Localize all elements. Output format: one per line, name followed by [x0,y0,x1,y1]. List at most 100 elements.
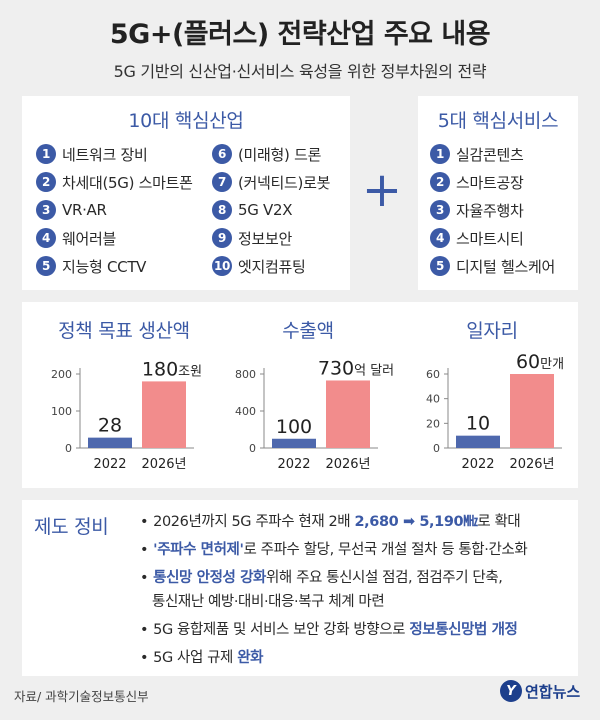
chart-title-export: 수출액 [282,320,334,342]
source-note: 자료/ 과학기술정보통신부 [14,689,149,704]
bar-2022 [88,437,132,448]
number-badge-icon: 2 [36,172,56,192]
service-label: 자율주행차 [456,201,524,220]
x-category-label: 2022 [277,457,310,472]
number-badge-icon: 1 [430,144,450,164]
industry-label: 네트워크 장비 [62,145,148,164]
bar-value-number: 100 [276,416,312,438]
policy-highlight: 통신망 안정성 강화 [153,570,266,586]
industry-label: 정보보안 [238,229,293,248]
policy-text: 통신재난 예방·대비·대응·복구 체계 마련 [152,594,385,610]
industry-label: 웨어러블 [62,229,117,248]
y-tick-label: 200 [51,368,72,381]
services-heading: 5대 핵심서비스 [437,110,559,132]
service-item: 1 실감콘텐츠 [430,142,524,166]
number-badge-icon: 1 [36,144,56,164]
industry-label: 차세대(5G) 스마트폰 [62,173,193,192]
number-badge-icon: 10 [212,256,232,276]
bullet-icon: • [140,570,149,586]
bar-value-number: 28 [98,415,122,437]
bar-2026년 [142,381,186,448]
plus-icon: + [361,162,403,218]
y-tick-label: 800 [235,368,256,381]
service-item: 2 스마트공장 [430,170,524,194]
industry-label: 엣지컴퓨팅 [238,257,306,276]
industry-item: 10 엣지컴퓨팅 [212,254,306,278]
y-tick-label: 20 [426,417,440,430]
bar-value-label: 10 [466,413,490,435]
y-tick-label: 40 [426,393,440,406]
bullet-icon: • [140,622,149,638]
policy-box: 제도 정비 • 2026년까지 5G 주파수 현재 2배 2,680 ➡ 5,19… [22,500,578,676]
number-badge-icon: 4 [36,228,56,248]
policy-text: 로 주파수 할당, 무선국 개설 절차 등 통합·간소화 [243,542,528,558]
policy-highlight: 2,680 ➡ 5,190㎒ [354,514,478,530]
industry-item: 4 웨어러블 [36,226,116,250]
bar-value-label: 730억 달러 [318,357,394,379]
policy-highlight: 완화 [237,650,264,666]
bar-value-label: 180조원 [142,358,202,380]
industry-item: 5 지능형 CCTV [36,254,146,278]
bar-value-unit: 억 달러 [354,363,394,378]
x-category-label: 2022 [461,457,494,472]
industry-label: VR·AR [62,201,107,219]
policy-text: 5G 융합제품 및 서비스 보안 강화 방향으로 [153,622,410,638]
bar-value-number: 60 [516,351,540,373]
industry-label: (커넥티드)로봇 [238,173,331,192]
industry-item: 6 (미래형) 드론 [212,142,321,166]
policy-item: • 5G 사업 규제 완화 [140,646,264,667]
policy-item: • 5G 융합제품 및 서비스 보안 강화 방향으로 정보통신망법 개정 [140,618,518,639]
industry-label: (미래형) 드론 [238,145,322,164]
service-label: 스마트시티 [456,229,524,248]
bar-2022 [456,435,500,448]
yonhap-logo-icon: Y [500,680,522,702]
number-badge-icon: 9 [212,228,232,248]
industry-label: 지능형 CCTV [62,257,147,276]
number-badge-icon: 6 [212,144,232,164]
y-tick-label: 60 [426,368,440,381]
industries-box: 10대 핵심산업 1 네트워크 장비 2 차세대(5G) 스마트폰 3 VR·AR 4 웨어러… [22,96,350,290]
bar-value-unit: 조원 [178,364,202,379]
industries-heading: 10대 핵심산업 [128,110,244,132]
y-tick-label: 400 [235,405,256,418]
number-badge-icon: 3 [430,200,450,220]
bar-value-label: 100 [276,416,312,438]
bar-value-number: 180 [142,358,178,380]
policy-item: • '주파수 면허제'로 주파수 할당, 무선국 개설 절차 등 통합·간소화 [140,538,528,559]
yonhap-logo: Y 연합뉴스 [500,680,580,702]
y-tick-label: 100 [51,405,72,418]
bar-value-label: 28 [98,415,122,437]
bullet-icon: • [140,650,149,666]
bar-charts: 200 100 0 28 2022 180조원 2026년 800 400 0 100 2022 730… [51,351,564,472]
policy-item: • 2026년까지 5G 주파수 현재 2배 2,680 ➡ 5,190㎒로 확대 [140,510,521,531]
policy-highlight: 정보통신망법 개정 [409,622,518,638]
bullet-icon: • [140,542,149,558]
policy-text: 5G 사업 규제 [153,650,238,666]
services-box: 5대 핵심서비스 1 실감콘텐츠 2 스마트공장 3 자율주행차 4 스마트시티 5 디지털 헬스… [418,96,578,290]
chart-title-production: 정책 목표 생산액 [58,320,190,342]
industry-item: 9 정보보안 [212,226,292,250]
industry-item: 3 VR·AR [36,198,107,222]
service-label: 실감콘텐츠 [456,145,524,164]
policy-item: 통신재난 예방·대비·대응·복구 체계 마련 [152,590,385,611]
number-badge-icon: 2 [430,172,450,192]
service-item: 5 디지털 헬스케어 [430,254,555,278]
number-badge-icon: 5 [36,256,56,276]
yonhap-logo-text: 연합뉴스 [525,682,581,701]
bar-value-number: 10 [466,413,490,435]
chart-title-jobs: 일자리 [466,320,518,342]
industry-label: 5G V2X [238,201,293,219]
y-tick-label: 0 [249,442,256,455]
page-title: 5G+(플러스) 전략산업 주요 내용 [109,19,491,50]
industry-item: 7 (커넥티드)로봇 [212,170,330,194]
x-category-label: 2026년 [509,457,554,472]
charts-box: 정책 목표 생산액 수출액 일자리 200 100 0 28 2022 180조원 2026… [22,302,578,488]
bar-value-unit: 만개 [540,357,564,372]
service-label: 디지털 헬스케어 [456,257,555,276]
number-badge-icon: 3 [36,200,56,220]
x-category-label: 2026년 [325,457,370,472]
bar-2022 [272,438,316,448]
policy-text: 위해 주요 통신시설 점검, 점검주기 단축, [265,570,503,586]
y-tick-label: 0 [65,442,72,455]
service-item: 4 스마트시티 [430,226,524,250]
